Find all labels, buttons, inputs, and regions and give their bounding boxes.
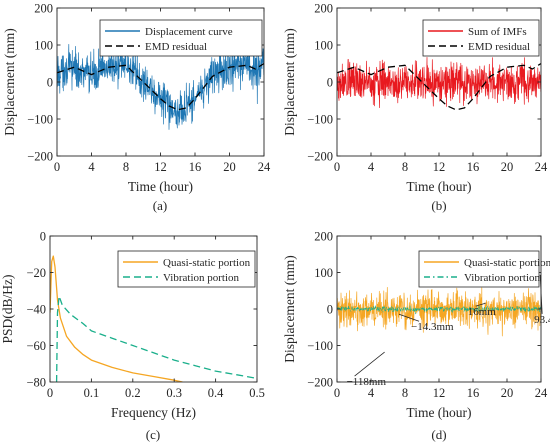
panel-a: 0 4 8 12 16 20 24 −200 −100 0 100 200 Time (hour) Dis… bbox=[2, 1, 271, 213]
panel-caption: (d) bbox=[431, 427, 446, 442]
x-tick-label: 0.1 bbox=[84, 386, 100, 400]
y-tick-label: 200 bbox=[34, 1, 53, 15]
y-tick-label: −100 bbox=[307, 339, 333, 353]
x-tick-label: 16 bbox=[467, 386, 480, 400]
y-tick-label: 200 bbox=[314, 1, 333, 15]
annotation-label: 16mm bbox=[468, 306, 497, 318]
x-tick-label: 0.5 bbox=[249, 386, 265, 400]
annotation-leader bbox=[475, 302, 486, 307]
y-tick-label: 100 bbox=[314, 266, 333, 280]
x-tick-label: 0 bbox=[334, 386, 340, 400]
legend-box bbox=[117, 250, 256, 288]
legend-label: Sum of IMFs bbox=[468, 26, 527, 38]
plot-area bbox=[337, 286, 541, 337]
annotation-label: 93.4mm bbox=[534, 314, 550, 326]
x-tick-label: 12 bbox=[154, 160, 167, 174]
plot-area bbox=[50, 255, 257, 382]
legend-box bbox=[418, 250, 540, 288]
x-tick-label: 16 bbox=[189, 160, 202, 174]
y-axis-label: Displacement (mm) bbox=[282, 28, 297, 136]
y-tick-label: 100 bbox=[34, 38, 53, 52]
annotation-leader bbox=[354, 351, 385, 377]
series-line-2 bbox=[57, 62, 264, 111]
y-tick-label: −80 bbox=[26, 375, 46, 389]
series-line-1 bbox=[337, 56, 541, 109]
x-tick-label: 20 bbox=[223, 160, 236, 174]
y-tick-label: 100 bbox=[314, 38, 333, 52]
y-tick-label: −100 bbox=[27, 112, 53, 126]
y-tick-label: 0 bbox=[40, 229, 46, 243]
x-tick-label: 12 bbox=[433, 386, 446, 400]
y-tick-label: −60 bbox=[26, 339, 46, 353]
legend: Displacement curve EMD residual bbox=[99, 19, 263, 57]
x-tick-label: 16 bbox=[467, 160, 480, 174]
panel-d: 0 4 8 12 16 20 24 −200 −100 0 100 200 Time (hour) Dis… bbox=[282, 229, 550, 442]
x-tick-label: 20 bbox=[501, 160, 514, 174]
x-axis-label: Time (hour) bbox=[406, 179, 471, 194]
series-line-2 bbox=[337, 305, 541, 315]
panel-caption: (b) bbox=[431, 198, 446, 213]
y-tick-label: −200 bbox=[27, 149, 53, 163]
y-tick-label: 0 bbox=[327, 302, 333, 316]
x-tick-label: 8 bbox=[402, 160, 408, 174]
x-tick-label: 12 bbox=[433, 160, 446, 174]
plot-area bbox=[57, 41, 264, 130]
legend: Quasi-static portion Vibration portion bbox=[418, 250, 550, 288]
x-tick-label: 0.4 bbox=[208, 386, 224, 400]
x-tick-label: 0.2 bbox=[125, 386, 141, 400]
annotation-label: −118mm bbox=[347, 376, 387, 388]
x-tick-label: 4 bbox=[368, 386, 375, 400]
x-tick-label: 4 bbox=[368, 160, 375, 174]
legend-box bbox=[99, 19, 263, 57]
x-axis-label: Time (hour) bbox=[128, 179, 193, 194]
series-line-2 bbox=[55, 295, 257, 382]
x-axis-label: Time (hour) bbox=[406, 405, 471, 420]
legend: Quasi-static portion Vibration portion bbox=[117, 250, 256, 288]
x-tick-label: 0.3 bbox=[166, 386, 182, 400]
legend-label: Vibration portion bbox=[464, 272, 541, 284]
y-axis-label: Displacement (mm) bbox=[282, 255, 297, 363]
legend-label: EMD residual bbox=[468, 41, 530, 53]
legend-label: EMD residual bbox=[145, 41, 207, 53]
annotation-label: −14.3mm bbox=[411, 321, 454, 333]
panel-c: 0 0.1 0.2 0.3 0.4 0.5 −80 −60 −40 −20 0 Frequency (… bbox=[0, 229, 265, 442]
x-tick-label: 0 bbox=[334, 160, 340, 174]
legend-label: Quasi-static portion bbox=[163, 257, 251, 269]
x-tick-label: 0 bbox=[54, 160, 60, 174]
y-tick-label: −40 bbox=[26, 302, 46, 316]
series-line-1 bbox=[57, 41, 264, 130]
x-tick-label: 4 bbox=[88, 160, 95, 174]
panel-caption: (a) bbox=[153, 198, 167, 213]
x-tick-label: 8 bbox=[123, 160, 129, 174]
legend-label: Displacement curve bbox=[145, 26, 233, 38]
y-tick-label: −200 bbox=[307, 375, 333, 389]
y-tick-label: 0 bbox=[47, 75, 53, 89]
legend-label: Vibration portion bbox=[163, 272, 240, 284]
y-tick-label: −20 bbox=[26, 266, 46, 280]
y-tick-label: 0 bbox=[327, 75, 333, 89]
legend: Sum of IMFs EMD residual bbox=[422, 19, 540, 57]
x-tick-label: 0 bbox=[47, 386, 53, 400]
series-line-1 bbox=[50, 255, 183, 382]
legend-box bbox=[422, 19, 540, 57]
legend-label: Quasi-static portion bbox=[464, 257, 550, 269]
x-tick-label: 24 bbox=[258, 160, 271, 174]
y-tick-label: −100 bbox=[307, 112, 333, 126]
x-tick-label: 8 bbox=[402, 386, 408, 400]
x-axis-label: Frequency (Hz) bbox=[111, 405, 196, 420]
series-line-2 bbox=[337, 62, 541, 111]
panel-b: 0 4 8 12 16 20 24 −200 −100 0 100 200 Time (hour) Dis… bbox=[282, 1, 548, 213]
panel-caption: (c) bbox=[146, 427, 160, 442]
plot-area bbox=[337, 56, 541, 111]
y-axis-label: Displacement (mm) bbox=[2, 28, 17, 136]
annotation-leader bbox=[539, 274, 543, 314]
x-tick-label: 24 bbox=[535, 386, 548, 400]
annotation-leader bbox=[398, 313, 420, 322]
x-tick-label: 20 bbox=[501, 386, 514, 400]
y-tick-label: 200 bbox=[314, 229, 333, 243]
x-tick-label: 24 bbox=[535, 160, 548, 174]
y-axis-label: PSD(dB/Hz) bbox=[0, 274, 15, 343]
y-tick-label: −200 bbox=[307, 149, 333, 163]
